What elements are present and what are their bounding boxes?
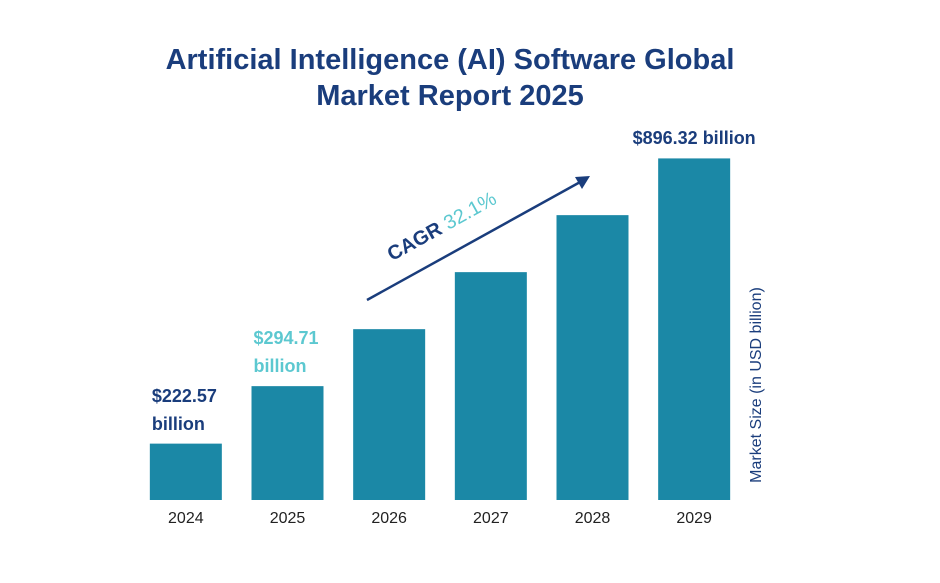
value-label: $222.57 billion xyxy=(151,385,217,434)
cagr-label: CAGR 32.1% xyxy=(384,188,501,266)
x-tick-label: 2026 xyxy=(371,510,407,527)
cagr-arrowhead xyxy=(575,176,590,189)
bar xyxy=(556,215,629,500)
cagr-arrow xyxy=(366,179,583,302)
cagr-text: CAGR xyxy=(384,218,447,266)
x-tick-label: 2024 xyxy=(168,510,204,527)
bar xyxy=(658,158,731,500)
bar xyxy=(149,443,222,500)
bar xyxy=(353,329,426,500)
value-label: $294.71 billion xyxy=(253,328,319,377)
y-axis-label: Market Size (in USD billion) xyxy=(748,287,765,483)
bar xyxy=(454,272,527,500)
chart-title: Artificial Intelligence (AI) Software Gl… xyxy=(165,44,735,112)
x-tick-label: 2028 xyxy=(575,510,611,527)
x-tick-label: 2027 xyxy=(473,510,509,527)
x-tick-label: 2025 xyxy=(270,510,306,527)
cagr-value: 32.1% xyxy=(440,188,500,235)
x-tick-label: 2029 xyxy=(676,510,712,527)
bar xyxy=(251,386,324,500)
value-label: $896.32 billion xyxy=(632,128,756,149)
